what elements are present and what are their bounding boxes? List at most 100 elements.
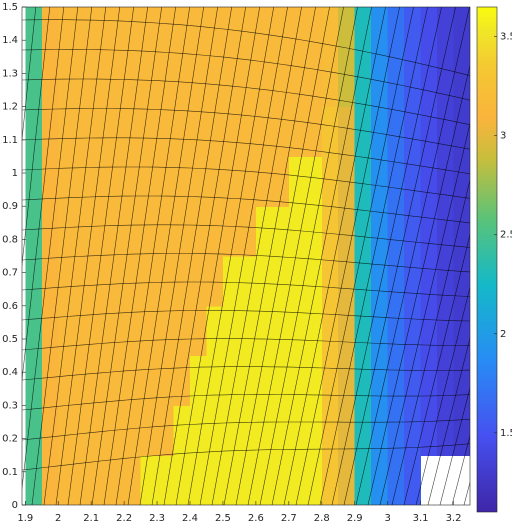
cell — [288, 455, 306, 505]
cell — [157, 405, 175, 456]
cell — [420, 7, 438, 58]
cell — [387, 455, 405, 505]
x-tick-label: 2.8 — [314, 513, 330, 524]
cell — [437, 56, 455, 108]
cell — [206, 305, 224, 357]
cell — [222, 405, 241, 456]
cell — [140, 305, 158, 357]
cell — [437, 106, 455, 157]
cell — [222, 355, 241, 406]
cell — [321, 455, 339, 505]
cell — [124, 256, 142, 307]
cell — [371, 305, 389, 357]
cell — [222, 305, 241, 357]
cell — [124, 7, 142, 58]
cell — [354, 7, 372, 58]
y-tick-label: 0.8 — [2, 234, 18, 245]
cell — [354, 56, 372, 108]
cell — [404, 455, 422, 505]
cell — [255, 455, 273, 505]
cell — [25, 305, 43, 357]
cell — [91, 106, 109, 157]
cell — [107, 455, 125, 505]
y-tick-label: 1.4 — [2, 35, 18, 46]
surface — [25, 7, 470, 505]
cell — [321, 405, 339, 456]
cell — [239, 455, 257, 505]
cell — [140, 455, 158, 505]
cell — [321, 256, 339, 307]
cell — [124, 56, 142, 108]
cell — [206, 56, 224, 108]
cell — [173, 256, 191, 307]
x-tick-label: 2.3 — [149, 513, 165, 524]
cell — [190, 7, 208, 58]
y-tick-label: 0.5 — [2, 334, 18, 345]
cell — [354, 455, 372, 505]
cell — [58, 405, 76, 456]
cell — [437, 206, 455, 257]
x-tick-label: 2.7 — [281, 513, 297, 524]
cell — [107, 156, 125, 207]
cell — [338, 305, 356, 357]
cell — [124, 106, 142, 157]
cell — [387, 106, 405, 157]
cell — [338, 405, 356, 456]
cell — [157, 7, 175, 58]
cell — [74, 305, 92, 357]
cell — [255, 56, 273, 108]
cell — [272, 156, 290, 207]
cell — [288, 156, 306, 207]
cell — [305, 455, 323, 505]
cell — [288, 106, 306, 157]
cell — [190, 355, 208, 406]
cell — [222, 156, 241, 207]
cell — [41, 206, 59, 257]
cell — [453, 7, 470, 58]
cell — [420, 355, 438, 406]
cell — [41, 106, 59, 157]
cell — [91, 206, 109, 257]
cell — [453, 206, 470, 257]
cell — [437, 7, 455, 58]
y-tick-label: 0.1 — [2, 467, 18, 478]
cell — [387, 206, 405, 257]
cell — [140, 206, 158, 257]
cell — [157, 156, 175, 207]
cell — [91, 455, 109, 505]
cell — [371, 256, 389, 307]
cell — [321, 156, 339, 207]
cell — [305, 7, 323, 58]
cell — [107, 106, 125, 157]
cell — [25, 106, 43, 157]
cell — [157, 56, 175, 108]
cell — [124, 355, 142, 406]
cell — [437, 156, 455, 207]
cell — [371, 206, 389, 257]
cell — [140, 56, 158, 108]
cell — [239, 405, 257, 456]
cell — [41, 256, 59, 307]
cell — [420, 206, 438, 257]
cell — [404, 256, 422, 307]
cell — [272, 405, 290, 456]
cell — [41, 355, 59, 406]
y-tick-label: 0.2 — [2, 434, 18, 445]
x-tick-label: 3.1 — [413, 513, 429, 524]
cell — [404, 305, 422, 357]
cell — [107, 206, 125, 257]
cell — [190, 256, 208, 307]
y-tick-label: 1.2 — [2, 102, 18, 113]
cell — [91, 56, 109, 108]
cell — [371, 405, 389, 456]
cell — [305, 256, 323, 307]
cell — [371, 455, 389, 505]
cell — [255, 405, 273, 456]
cell — [371, 106, 389, 157]
cell — [371, 156, 389, 207]
cell — [173, 156, 191, 207]
cell — [239, 156, 257, 207]
cell — [222, 256, 241, 307]
cell — [371, 355, 389, 406]
